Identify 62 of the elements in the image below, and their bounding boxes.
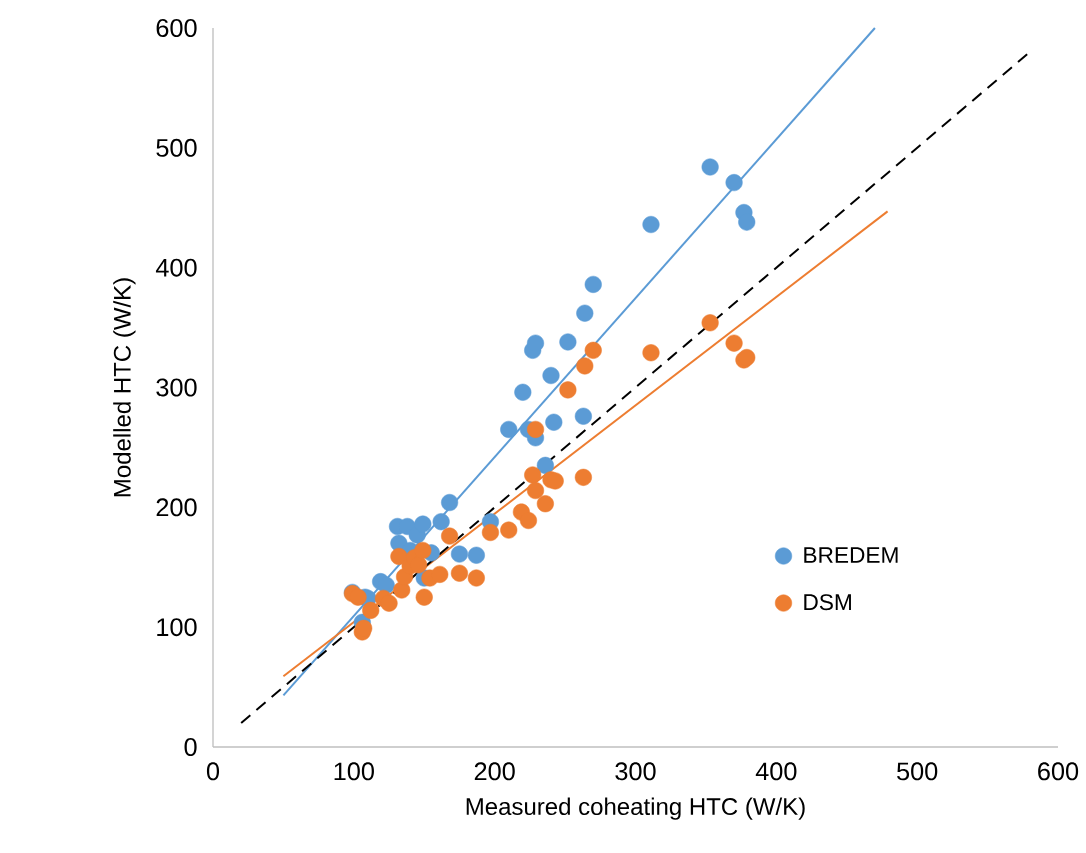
point: [536, 456, 554, 474]
y-tick-label: 200: [156, 498, 197, 517]
point: [380, 594, 398, 612]
point: [414, 515, 432, 533]
point: [441, 527, 459, 545]
point: [559, 333, 577, 351]
point: [574, 407, 592, 425]
point: [514, 383, 532, 401]
point: [584, 341, 602, 359]
point: [576, 304, 594, 322]
point: [390, 547, 408, 565]
y-tick-label: 400: [155, 258, 197, 277]
point: [524, 466, 542, 484]
point: [432, 513, 450, 531]
point: [526, 420, 545, 438]
point: [526, 482, 545, 500]
x-tick-label: 600: [1038, 762, 1079, 781]
point: [393, 581, 411, 599]
point: [701, 158, 719, 176]
point: [349, 588, 367, 606]
point: [450, 564, 468, 582]
legend-label: DSM: [804, 594, 851, 611]
y-tick-label: 100: [157, 618, 197, 637]
point: [362, 601, 380, 619]
point: [481, 523, 499, 542]
x-tick-label: 200: [474, 762, 515, 781]
point: [738, 213, 756, 231]
point: [450, 545, 468, 563]
y-tick-label: 300: [156, 378, 197, 397]
point: [536, 495, 554, 513]
point: [431, 565, 449, 583]
point: [576, 357, 594, 375]
point: [500, 420, 518, 438]
y-tick-label: 600: [156, 19, 197, 37]
point: [519, 511, 537, 530]
point: [545, 413, 563, 431]
point: [725, 334, 743, 352]
point: [500, 521, 518, 539]
y-tick-label: 0: [184, 738, 197, 756]
x-tick-label: 300: [615, 762, 656, 781]
point: [642, 215, 660, 234]
y-axis-title: Modelled HTC (W/K): [113, 278, 136, 497]
x-axis-title: Measured coheating HTC (W/K): [466, 797, 805, 820]
point: [414, 541, 432, 559]
point: [701, 314, 719, 332]
point: [642, 344, 660, 362]
point: [467, 546, 485, 564]
point: [526, 334, 545, 352]
point: [559, 381, 577, 399]
legend-label: BREDEM: [804, 547, 898, 563]
point: [542, 366, 560, 385]
point: [441, 493, 459, 512]
x-tick-label: 0: [206, 762, 220, 781]
point: [415, 588, 433, 606]
point: [725, 174, 743, 192]
point: [467, 569, 485, 587]
point: [584, 275, 602, 293]
point: [574, 468, 592, 486]
y-tick-label: 500: [156, 138, 197, 157]
x-tick-label: 100: [334, 762, 374, 781]
x-tick-label: 400: [755, 762, 797, 781]
x-tick-label: 500: [897, 762, 938, 781]
